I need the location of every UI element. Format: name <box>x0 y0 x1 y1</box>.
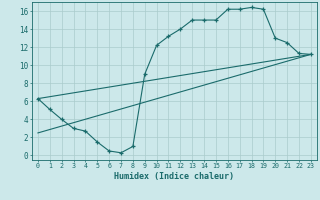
X-axis label: Humidex (Indice chaleur): Humidex (Indice chaleur) <box>115 172 234 181</box>
